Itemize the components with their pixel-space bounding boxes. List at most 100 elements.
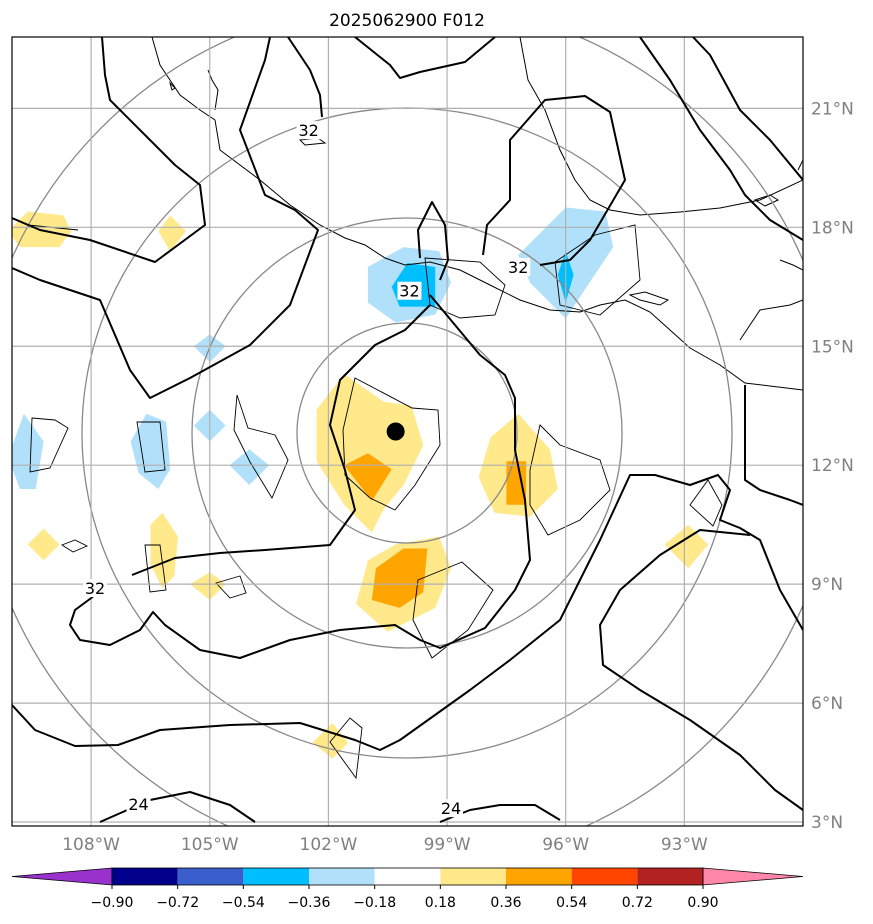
thin-contour	[215, 575, 247, 599]
storm-center-marker	[386, 422, 405, 441]
thin-contour	[529, 424, 611, 536]
colorbar-segment	[243, 868, 309, 885]
y-tick-label: 12°N	[811, 456, 854, 476]
colorbar-tick-label: −0.54	[222, 895, 265, 911]
thin-contour	[412, 561, 494, 659]
shaded-area	[506, 461, 527, 505]
shaded-area	[150, 512, 179, 589]
colorbar-segment	[374, 868, 441, 885]
contour-32	[417, 201, 449, 281]
contour-32	[131, 304, 431, 576]
x-tick-label: 99°W	[424, 835, 471, 855]
island-d	[753, 194, 780, 207]
x-tick-label: 96°W	[542, 835, 589, 855]
y-tick-label: 21°N	[811, 99, 854, 119]
contour-label-bg	[126, 795, 151, 814]
colorbar-tick-label: −0.36	[288, 895, 331, 911]
colorbar-tick-label: 0.18	[425, 895, 456, 911]
shaded-area	[12, 413, 44, 489]
contour-32	[692, 37, 803, 181]
contour-32	[12, 37, 319, 399]
contour-32	[69, 294, 531, 659]
colorbar-tick-label: 0.36	[490, 895, 521, 911]
colorbar-segment	[440, 868, 506, 885]
colorbar: −0.90 −0.72 −0.54 −0.36 −0.18 0.18 0.36 0.54 0.7…	[11, 867, 804, 911]
contour-label: 32	[399, 282, 419, 301]
shaded-area	[190, 572, 226, 600]
colorbar-tick-label: −0.18	[353, 895, 396, 911]
contour-32	[354, 37, 496, 79]
y-tick-label: 3°N	[811, 813, 843, 833]
thin-contour	[136, 421, 166, 473]
x-axis: 108°W 105°W 102°W 99°W 96°W 93°W	[62, 835, 708, 855]
colorbar-segment	[309, 868, 375, 885]
range-ring	[191, 217, 623, 649]
colorbar-outline	[111, 867, 704, 886]
contour-label-bg	[296, 121, 321, 140]
contour-label-bg	[83, 579, 108, 598]
y-tick-label: 6°N	[811, 694, 843, 714]
thin-contour	[29, 417, 69, 473]
range-ring	[296, 322, 518, 544]
thin-contour	[61, 539, 89, 553]
contour-label: 32	[508, 258, 528, 277]
colorbar-tick-label: 0.72	[622, 895, 653, 911]
thin-contour	[233, 394, 289, 499]
thin-contour	[144, 544, 167, 593]
shaded-area	[312, 722, 349, 759]
thin-contours	[27, 224, 723, 780]
colorbar-segment	[112, 868, 178, 885]
gridlines	[12, 37, 803, 826]
shaded-area	[371, 548, 428, 608]
thin-contour	[342, 377, 441, 511]
colorbar-segment	[571, 868, 638, 885]
thick-contours	[12, 37, 803, 823]
shaded-area	[316, 374, 424, 533]
coastline-yucatan	[739, 299, 803, 341]
shaded-area	[158, 215, 186, 252]
contour-label: 24	[441, 799, 461, 818]
colorbar-segment	[637, 868, 703, 885]
shaded-area	[229, 449, 270, 485]
y-tick-label: 18°N	[811, 218, 854, 238]
colorbar-segment	[506, 868, 572, 885]
contour-32	[639, 37, 803, 241]
x-tick-label: 93°W	[661, 835, 708, 855]
y-tick-label: 9°N	[811, 575, 843, 595]
island-b	[168, 81, 176, 91]
contour-32	[12, 37, 206, 263]
contour-32	[287, 37, 323, 118]
map-frame	[11, 36, 804, 827]
contour-label-bg	[397, 281, 422, 300]
shaded-area	[664, 524, 709, 569]
y-axis: 21°N 18°N 15°N 12°N 9°N 6°N 3°N	[811, 99, 854, 833]
map-layer: 32 32 32 32 24 24	[12, 37, 803, 826]
thin-contour	[329, 717, 363, 780]
colorbar-tick-label: −0.72	[156, 895, 199, 911]
contour-32	[12, 474, 803, 751]
contour-32	[599, 529, 803, 811]
island-g	[797, 159, 803, 171]
colorbar-tick-label: 0.54	[556, 895, 587, 911]
x-tick-label: 108°W	[62, 835, 120, 855]
colorbar-extend-low	[11, 867, 113, 886]
colorbar-tick-label: −0.90	[91, 895, 134, 911]
thin-contour	[554, 224, 641, 316]
x-tick-label: 102°W	[300, 835, 358, 855]
contour-label-bg	[506, 257, 531, 276]
contour-label: 24	[128, 795, 148, 814]
colorbar-segment	[177, 868, 244, 885]
contour-label: 32	[298, 121, 318, 140]
contour-labels: 32 32 32 32 24 24	[83, 121, 531, 818]
y-tick-label: 15°N	[811, 337, 854, 357]
contour-label-bg	[439, 799, 464, 818]
island-e	[779, 259, 803, 271]
island-c	[628, 291, 670, 306]
thin-contour	[689, 479, 723, 527]
contour-32	[744, 385, 803, 506]
shaded-area	[27, 528, 60, 561]
colorbar-extend-high	[702, 867, 804, 886]
shaded-area	[12, 211, 72, 248]
x-tick-label: 105°W	[181, 835, 239, 855]
